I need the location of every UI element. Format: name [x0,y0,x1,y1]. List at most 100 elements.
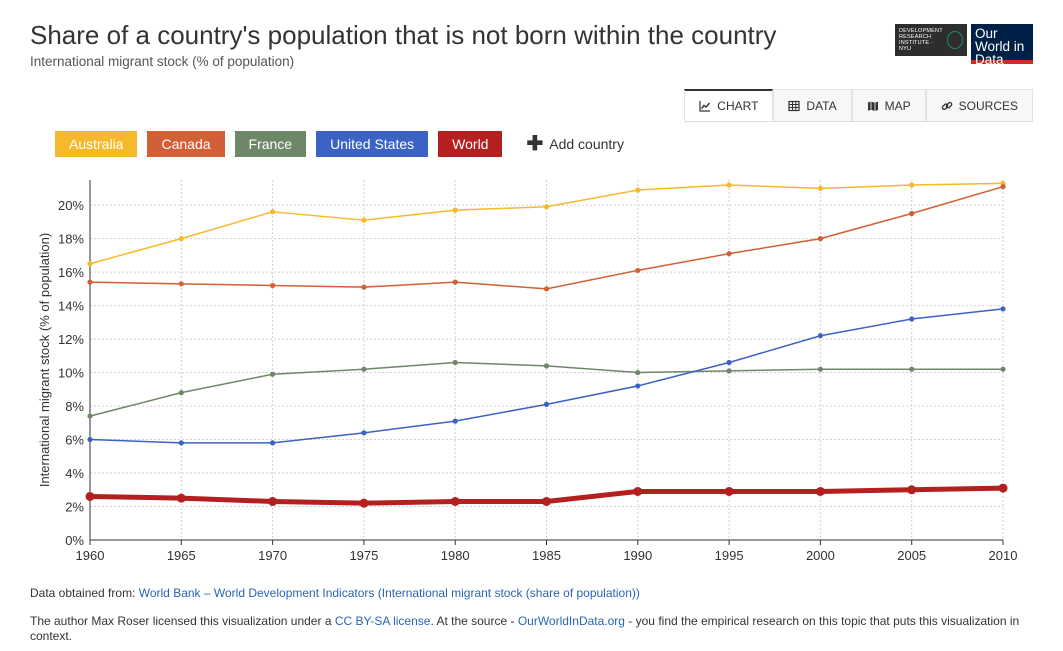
license-note: The author Max Roser licensed this visua… [30,614,1030,644]
tab-chart-label: CHART [717,99,759,113]
legend-chip-australia[interactable]: Australia [55,131,138,157]
data-point-canada [543,286,550,292]
tab-map-label: MAP [884,98,911,113]
data-point-france [87,413,93,419]
x-tick-label: 2010 [989,548,1018,563]
y-tick-label: 14% [58,299,84,314]
data-point-france [543,363,550,369]
x-tick-label: 1980 [441,548,470,563]
data-point-canada [452,279,458,285]
license-suffix: - you find the empirical research on thi… [30,614,1020,643]
add-country-label: Add country [549,136,624,152]
x-tick-label: 1975 [349,548,378,563]
data-point-canada [178,281,184,287]
data-point-world [542,496,551,506]
x-tick-label: 2005 [897,548,926,563]
view-tabs: CHART DATA MAP SOURCES [684,89,1033,122]
legend-chip-united-states[interactable]: United States [316,131,429,157]
x-tick-label: 1970 [258,548,287,563]
y-tick-label: 6% [65,433,84,448]
data-point-canada [270,282,276,289]
data-point-world [815,486,825,496]
tab-data-label: DATA [806,98,837,113]
legend-chip-canada[interactable]: Canada [147,131,225,157]
y-tick-label: 12% [58,332,84,347]
data-point-united-states [87,436,93,443]
data-point-united-states [1000,306,1006,312]
data-point-france [635,369,641,376]
data-point-australia [270,209,276,215]
data-point-canada [635,267,641,274]
data-point-united-states [635,383,641,389]
y-axis-label: International migrant stock (% of popula… [37,233,52,487]
data-point-australia [178,236,184,242]
tab-sources[interactable]: SOURCES [925,89,1033,121]
tab-sources-label: SOURCES [958,98,1018,113]
x-tick-label: 1990 [623,548,652,563]
x-tick-label: 1985 [532,548,561,563]
data-point-australia [726,182,732,188]
nyu-seal-icon [946,31,963,49]
data-point-world [907,485,917,495]
license-link[interactable]: CC BY-SA license [334,614,431,628]
data-point-united-states [543,401,550,407]
chart-subtitle: International migrant stock (% of popula… [30,54,295,69]
tab-chart[interactable]: CHART [684,89,774,121]
data-point-australia [361,217,367,223]
legend: Australia Canada France United States World … [55,131,624,157]
source-link[interactable]: World Bank – World Development Indicator… [138,586,640,600]
y-tick-label: 16% [58,265,84,280]
x-tick-label: 2000 [806,548,835,563]
y-tick-label: 18% [58,232,84,247]
data-point-australia [909,182,915,188]
link-icon [941,101,952,110]
data-point-united-states [270,440,276,446]
tab-map[interactable]: MAP [851,89,926,121]
logos: DEVELOPMENT RESEARCH INSTITUTE · NYU Our… [895,24,1033,66]
data-point-world [724,486,734,496]
legend-chip-world[interactable]: World [438,131,503,157]
add-country-button[interactable]: ✚ Add country [526,134,623,154]
data-point-united-states [909,316,915,322]
data-point-canada [87,279,93,285]
data-point-france [452,359,458,366]
source-prefix: Data obtained from: [30,586,139,600]
data-point-france [1000,366,1006,372]
data-point-world [176,493,186,503]
data-point-world [633,486,643,496]
site-link[interactable]: OurWorldInData.org [517,614,625,628]
data-point-world [998,483,1008,493]
data-point-world [268,496,278,506]
data-point-france [909,366,915,372]
y-tick-label: 0% [65,533,84,548]
data-point-united-states [817,333,824,339]
tab-data[interactable]: DATA [773,89,852,121]
data-point-australia [452,207,458,213]
data-point-france [270,371,276,377]
data-point-france [817,366,824,372]
data-point-united-states [452,418,458,424]
x-tick-label: 1995 [715,548,744,563]
source-note: Data obtained from: World Bank – World D… [30,586,640,600]
legend-chip-france[interactable]: France [234,131,307,157]
y-tick-label: 4% [65,466,84,481]
series-line-australia [89,182,1004,265]
data-point-united-states [178,440,184,446]
data-point-world [450,496,460,506]
data-point-france [726,368,732,374]
data-point-canada [361,284,367,290]
data-point-canada [1000,184,1006,190]
data-point-united-states [361,430,367,436]
data-point-australia [87,261,93,267]
y-tick-label: 10% [58,366,84,381]
data-point-france [178,390,184,396]
license-prefix: The author Max Roser licensed this visua… [30,614,335,628]
data-point-france [361,366,367,372]
x-tick-label: 1965 [167,548,196,563]
dri-logo[interactable]: DEVELOPMENT RESEARCH INSTITUTE · NYU [895,24,967,56]
data-point-australia [543,204,550,210]
owid-logo[interactable]: Our World in Data [971,24,1033,66]
data-point-australia [817,185,824,191]
data-point-canada [909,210,915,217]
line-chart: 0% 2% 4% 6% 8% 10% 12% 14% 16% 18% 20% 1960 1965 1970… [37,180,1018,563]
